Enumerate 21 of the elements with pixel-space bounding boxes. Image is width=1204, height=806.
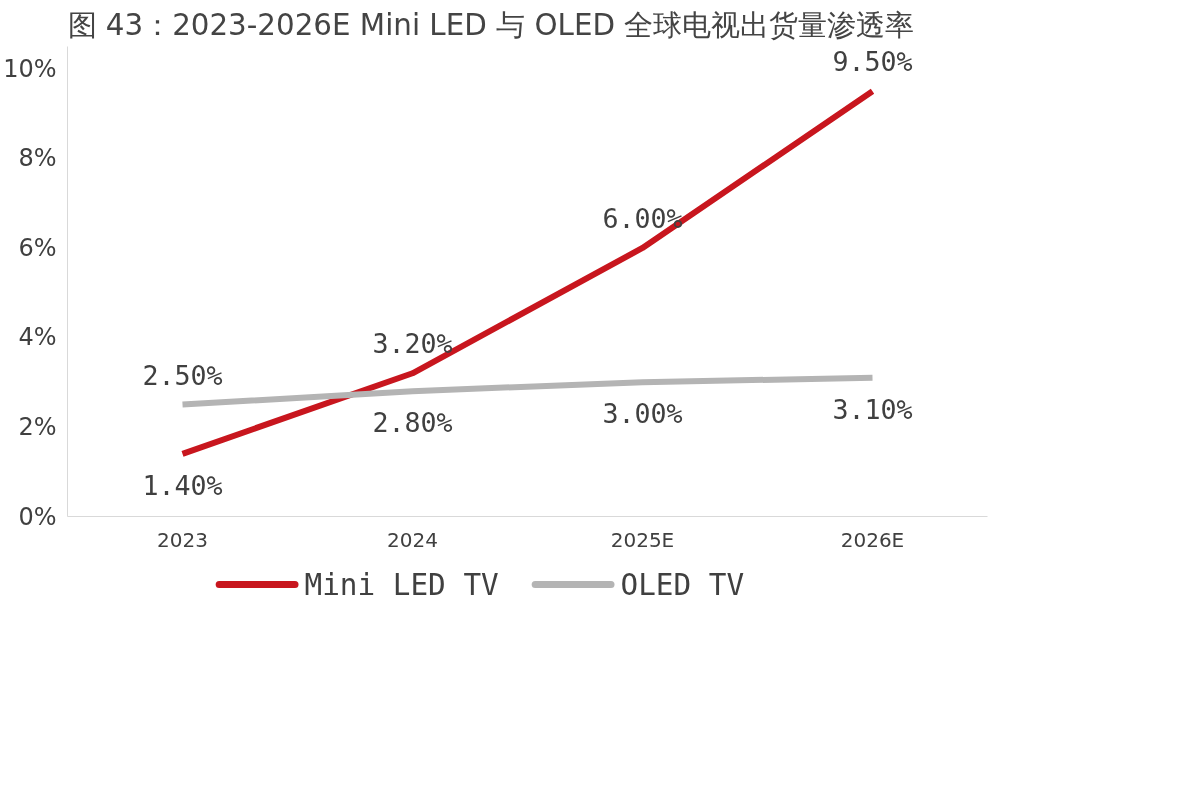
data-label: 3.10% [832,393,913,425]
y-tick-label: 6% [18,233,57,262]
y-tick-label: 0% [18,502,57,531]
y-tick-label: 10% [3,54,57,83]
x-tick-label: 2024 [387,527,438,552]
data-label: 2.50% [142,359,223,391]
legend-label: Mini LED TV [304,567,499,602]
x-tick-label: 2026E [840,527,905,552]
y-tick-label: 8% [18,144,57,173]
data-label: 2.80% [372,407,453,439]
y-tick-label: 4% [18,323,57,352]
data-label: 3.20% [372,328,453,360]
data-label: 1.40% [142,469,223,501]
data-label: 3.00% [602,398,683,430]
x-tick-label: 2023 [157,527,208,552]
chart-title: 图 43：2023-2026E Mini LED 与 OLED 全球电视出货量渗透率 [67,7,915,42]
data-label: 6.00% [602,202,683,234]
x-tick-label: 2025E [610,527,675,552]
legend-label: OLED TV [620,567,745,602]
y-tick-label: 2% [18,412,57,441]
data-label: 9.50% [832,46,913,78]
